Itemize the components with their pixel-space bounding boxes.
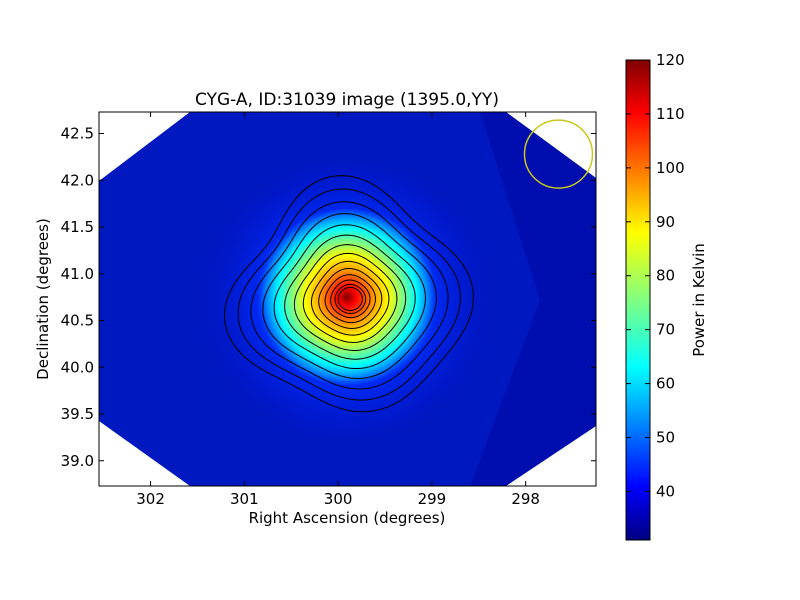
contour-line [334, 283, 367, 314]
colorbar-tick-label: 110 [656, 105, 685, 123]
contour-line [330, 279, 371, 319]
contour-line [284, 234, 416, 360]
y-tick-label: 40.5 [61, 312, 94, 330]
colorbar-label: Power in Kelvin [690, 243, 708, 357]
y-tick-label: 40.0 [61, 358, 94, 376]
contour-line [302, 252, 398, 344]
contour-line [310, 260, 390, 336]
contour-line [273, 224, 427, 369]
x-tick-label: 300 [324, 490, 353, 508]
y-axis-label: Declination (degrees) [34, 218, 52, 380]
chart-title: CYG-A, ID:31039 image (1395.0,YY) [195, 90, 499, 110]
colorbar-tick-label: 80 [656, 267, 675, 285]
x-tick-label: 299 [418, 490, 447, 508]
colorbar-tick-label: 50 [656, 429, 675, 447]
contour-line [250, 201, 449, 390]
x-tick-label: 298 [511, 490, 540, 508]
colorbar-tick-label: 90 [656, 213, 675, 231]
x-tick-label: 301 [230, 490, 259, 508]
contour-line [262, 213, 437, 380]
contour-line [324, 274, 376, 324]
x-axis-label: Right Ascension (degrees) [249, 509, 446, 527]
colorbar-tick-label: 120 [656, 51, 685, 69]
contour-lines [223, 175, 474, 413]
contour-line [293, 244, 407, 351]
plot-area [99, 112, 596, 486]
colorbar-tick-label: 40 [656, 482, 675, 500]
colorbar-tick-label: 60 [656, 375, 675, 393]
x-tick-label: 302 [136, 490, 165, 508]
y-tick-label: 42.0 [61, 171, 94, 189]
contour-line [337, 286, 363, 311]
y-tick-label: 39.5 [61, 405, 94, 423]
y-tick-label: 39.0 [61, 452, 94, 470]
contour-line [318, 268, 383, 330]
y-tick-label: 41.5 [61, 218, 94, 236]
colorbar-tick-label: 100 [656, 159, 685, 177]
colorbar [625, 59, 651, 541]
y-tick-label: 42.5 [61, 125, 94, 143]
sky-coverage-dark-edge [470, 112, 596, 486]
plot-frame [98, 111, 597, 487]
contour-line [223, 175, 474, 413]
y-tick-label: 41.0 [61, 265, 94, 283]
beam-marker-circle [523, 119, 594, 189]
contour-line [237, 188, 461, 401]
colorbar-tick-label: 70 [656, 321, 675, 339]
